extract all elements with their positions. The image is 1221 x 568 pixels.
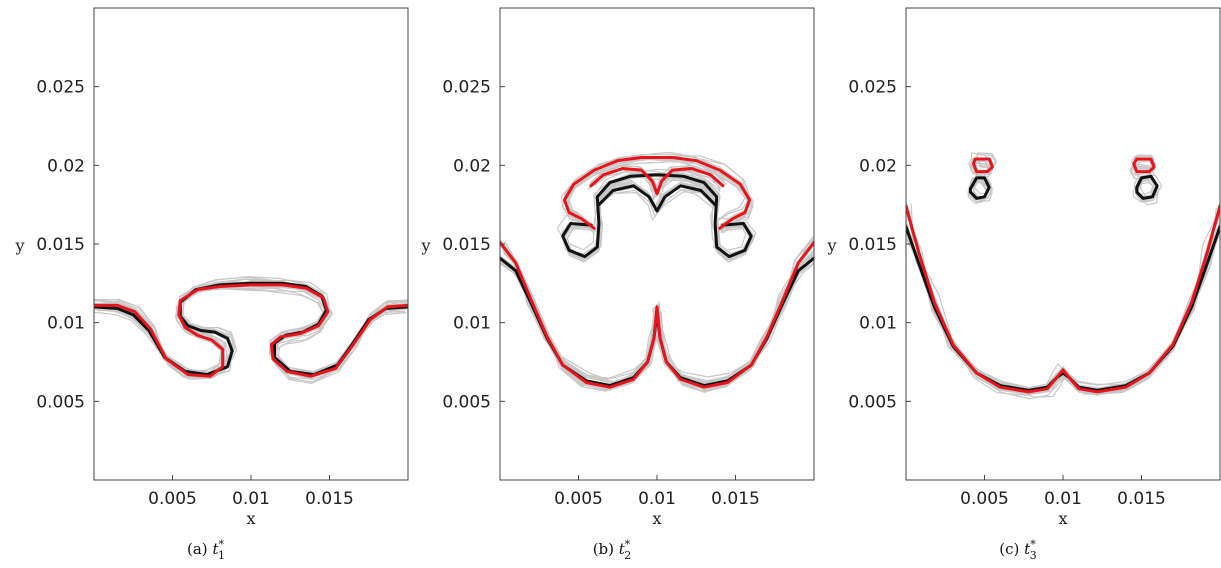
ensemble-contour: [594, 166, 727, 198]
panel-caption: (c) t* 3: [999, 538, 1036, 562]
ensemble-contour: [560, 157, 748, 224]
y-tick-label: 0.005: [36, 392, 85, 412]
ensemble-contour: [906, 225, 1220, 390]
y-tick-label: 0.005: [848, 392, 897, 412]
ensemble-contour: [906, 203, 1220, 391]
y-tick-label: 0.005: [442, 392, 491, 412]
axes-frame: [499, 7, 815, 481]
ensemble-contour: [595, 191, 713, 221]
y-tick-label: 0.015: [442, 235, 491, 255]
x-tick-label: 0.015: [711, 489, 760, 509]
ensemble-contour: [906, 206, 1220, 394]
ensemble-contour: [970, 161, 992, 178]
y-tick-label: 0.01: [453, 314, 491, 334]
ensemble-contour: [968, 159, 989, 174]
panel-2: 0.005 0.01 0.015 0.005 0.01 0.015 0.02 0.025 x y (…: [420, 7, 815, 562]
x-axis-label: x: [652, 509, 661, 528]
ensemble-contour: [567, 151, 754, 230]
ensemble-contour: [906, 207, 1220, 395]
ensemble-contour: [910, 203, 1220, 393]
red-contour-6: [589, 167, 725, 196]
y-tick-label: 0.015: [36, 235, 85, 255]
x-tick-label: 0.01: [1044, 489, 1082, 509]
x-tick-label: 0.01: [638, 489, 676, 509]
ensemble-contours: [906, 152, 1220, 400]
panel-1: 0.005 0.01 0.015 0.005 0.01 0.015 0.02 0.025 x y (…: [14, 7, 409, 562]
y-tick-label: 0.02: [47, 156, 85, 176]
ensemble-contour: [1134, 155, 1157, 170]
ensemble-contour: [906, 202, 1220, 390]
y-axis-label: y: [420, 236, 430, 255]
x-axis-label: x: [246, 509, 255, 528]
x-tick-label: 0.015: [305, 489, 354, 509]
red-contour-5: [972, 157, 994, 174]
y-tick-label: 0.025: [848, 78, 897, 98]
ensemble-contour: [94, 282, 408, 374]
red-contour-2: [906, 204, 1220, 394]
black-contour-1: [906, 225, 1220, 392]
plot-area: [906, 152, 1220, 400]
y-tick-label: 0.01: [859, 314, 897, 334]
y-axis-label: y: [14, 236, 24, 255]
ensemble-contour: [1137, 181, 1159, 206]
x-tick-label: 0.005: [554, 489, 603, 509]
y-tick-label: 0.025: [442, 78, 491, 98]
x-axis-label: x: [1058, 509, 1067, 528]
ensemble-contour: [906, 204, 1220, 392]
x-tick-label: 0.005: [960, 489, 1009, 509]
ensemble-contour: [1129, 165, 1152, 180]
panel-caption: (b) t* 2: [593, 538, 632, 562]
axes-frame: [93, 7, 409, 481]
ensemble-contours: [500, 151, 814, 393]
black-contour-1: [94, 281, 408, 377]
ensemble-contour: [907, 207, 1220, 396]
panel-caption: (a) t* 1: [187, 538, 225, 562]
red-contour-6: [1132, 157, 1156, 174]
y-axis-label: y: [826, 236, 836, 255]
black-contour-3: [561, 173, 753, 259]
panel-3: 0.005 0.01 0.015 0.005 0.01 0.015 0.02 0.025 x y (…: [826, 7, 1221, 562]
y-tick-label: 0.02: [859, 156, 897, 176]
red-contour-2: [500, 240, 814, 389]
ensemble-contour: [906, 225, 1220, 391]
red-contour-5: [562, 156, 752, 230]
x-tick-label: 0.005: [148, 489, 197, 509]
black-contour-3: [968, 176, 991, 200]
y-tick-label: 0.015: [848, 235, 897, 255]
black-contour-4: [597, 184, 717, 213]
black-contour-4: [1135, 174, 1159, 200]
x-tick-label: 0.015: [1117, 489, 1166, 509]
x-tick-label: 0.01: [232, 489, 270, 509]
ensemble-contour: [976, 152, 998, 167]
red-contour-2: [94, 283, 408, 378]
ensemble-contour: [906, 229, 1217, 393]
y-tick-label: 0.01: [47, 314, 85, 334]
y-tick-label: 0.02: [453, 156, 491, 176]
axes-frame: [905, 7, 1221, 481]
plot-area: [94, 276, 408, 384]
plot-area: [500, 151, 814, 393]
y-tick-label: 0.025: [36, 78, 85, 98]
ensemble-contour: [906, 221, 1220, 389]
ensemble-contour: [94, 287, 405, 384]
